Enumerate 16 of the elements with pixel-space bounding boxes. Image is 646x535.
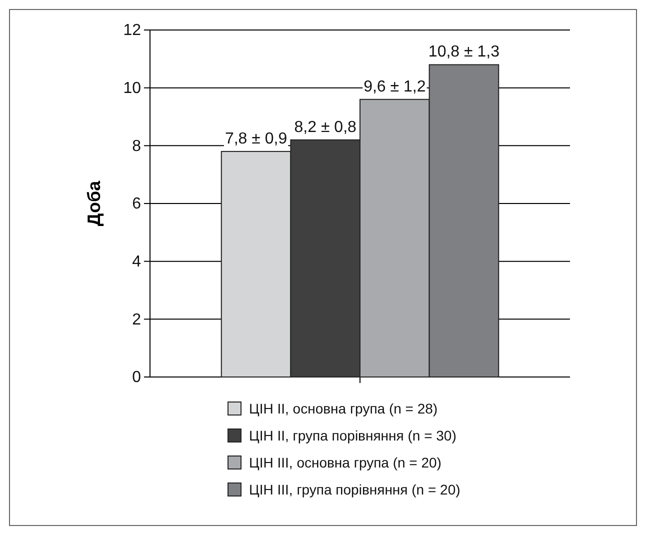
data-label: 10,8 ± 1,3 [428, 44, 500, 61]
y-tick-label: 0 [132, 369, 142, 386]
y-tick-label: 12 [123, 22, 142, 40]
y-tick-label: 8 [132, 138, 142, 155]
y-tick-label: 6 [132, 196, 142, 213]
y-tick-label: 10 [123, 80, 142, 97]
y-tick-label: 2 [132, 311, 142, 328]
y-axis-title: Доба [84, 180, 104, 226]
data-label: 7,8 ± 0,9 [224, 130, 288, 148]
legend-label: ЦІН II, основна група (n = 28) [249, 400, 438, 416]
data-label: 9,6 ± 1,2 [364, 78, 426, 96]
legend-label: ЦІН III, група порівняння (n = 20) [249, 482, 460, 498]
legend-label: ЦІН III, основна група (n = 20) [249, 454, 442, 470]
y-tick-label: 4 [132, 253, 142, 270]
data-label: 8,2 ± 0,8 [294, 118, 357, 136]
legend-label: ЦІН II, група порівняння (n = 30) [249, 428, 456, 444]
